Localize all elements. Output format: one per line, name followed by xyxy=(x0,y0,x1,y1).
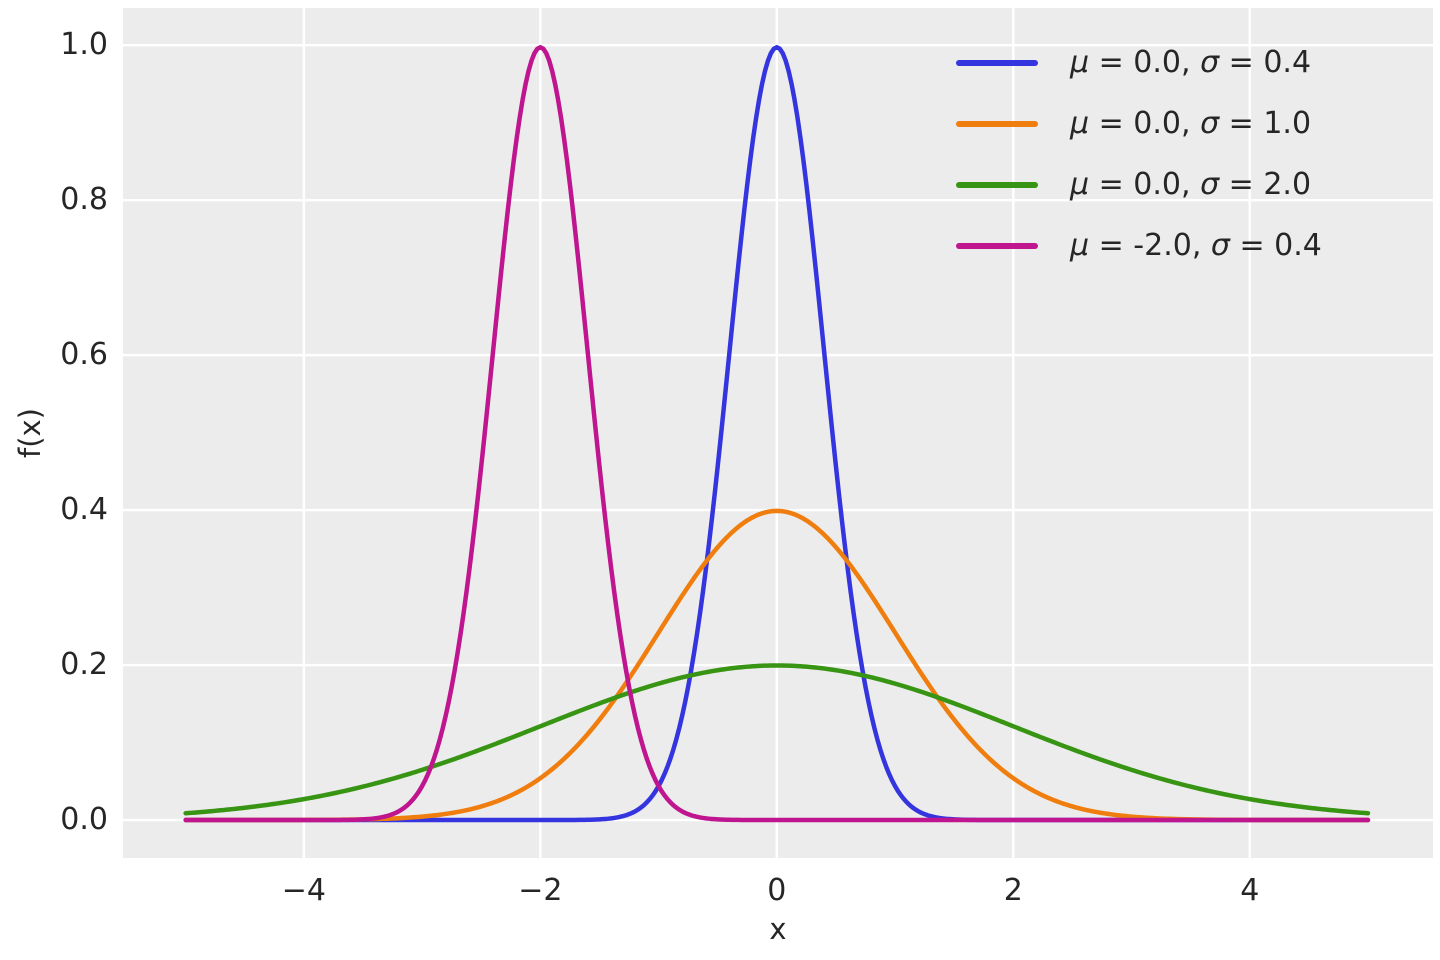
legend-label-part: σ xyxy=(1200,45,1220,80)
plot-area xyxy=(123,8,1433,858)
curves xyxy=(183,44,1371,823)
legend-line-swatch xyxy=(956,120,1038,127)
legend-label-part: = 2.0 xyxy=(1219,167,1312,202)
curve-normal-pdf-mu-0.0-sigma-2.0 xyxy=(183,663,1371,816)
legend-item: μ = -2.0, σ = 0.4 xyxy=(956,215,1322,276)
y-tick-label: 0.2 xyxy=(60,647,108,683)
legend-label-part: μ xyxy=(1070,45,1090,80)
legend-label-part: μ xyxy=(1070,106,1090,141)
x-axis-label: x xyxy=(769,912,787,946)
x-tick-label: 2 xyxy=(1003,873,1023,908)
legend-label: μ = -2.0, σ = 0.4 xyxy=(1070,228,1322,263)
legend-label-part: σ xyxy=(1200,106,1220,141)
x-tick-label: 4 xyxy=(1240,873,1260,908)
chart-canvas xyxy=(123,8,1433,858)
legend-label-part: = 0.0, xyxy=(1089,106,1201,141)
legend-label-part: = 0.0, xyxy=(1089,45,1201,80)
y-tick-label: 0.8 xyxy=(60,182,108,218)
legend-label-part: = 0.4 xyxy=(1219,45,1312,80)
y-axis-label: f(x) xyxy=(13,408,47,458)
x-tick-label: 0 xyxy=(767,873,787,908)
legend: μ = 0.0, σ = 0.4 μ = 0.0, σ = 1.0 μ = 0.0,… xyxy=(956,32,1322,276)
x-tick-label: −2 xyxy=(518,873,563,908)
legend-line-swatch xyxy=(956,59,1038,66)
legend-label-part: = -2.0, xyxy=(1089,228,1211,263)
legend-item: μ = 0.0, σ = 1.0 xyxy=(956,93,1322,154)
legend-item: μ = 0.0, σ = 0.4 xyxy=(956,32,1322,93)
legend-label: μ = 0.0, σ = 0.4 xyxy=(1070,45,1311,80)
y-tick-label: 0.6 xyxy=(60,337,108,373)
legend-label-part: = 0.4 xyxy=(1229,228,1322,263)
legend-label-part: μ xyxy=(1070,228,1090,263)
y-tick-label: 0.4 xyxy=(60,492,108,528)
y-tick-label: 0.0 xyxy=(60,802,108,838)
legend-label-part: μ xyxy=(1070,167,1090,202)
legend-label-part: = 0.0, xyxy=(1089,167,1201,202)
legend-label: μ = 0.0, σ = 2.0 xyxy=(1070,167,1311,202)
legend-line-swatch xyxy=(956,181,1038,188)
legend-label-part: σ xyxy=(1200,167,1220,202)
y-tick-label: 1.0 xyxy=(60,27,108,63)
legend-label: μ = 0.0, σ = 1.0 xyxy=(1070,106,1311,141)
x-tick-label: −4 xyxy=(281,873,326,908)
legend-line-swatch xyxy=(956,242,1038,249)
legend-item: μ = 0.0, σ = 2.0 xyxy=(956,154,1322,215)
gridlines xyxy=(123,8,1433,858)
legend-label-part: = 1.0 xyxy=(1219,106,1312,141)
legend-label-part: σ xyxy=(1210,228,1230,263)
curve-normal-pdf-mu--2.0-sigma-0.4 xyxy=(183,44,1371,823)
